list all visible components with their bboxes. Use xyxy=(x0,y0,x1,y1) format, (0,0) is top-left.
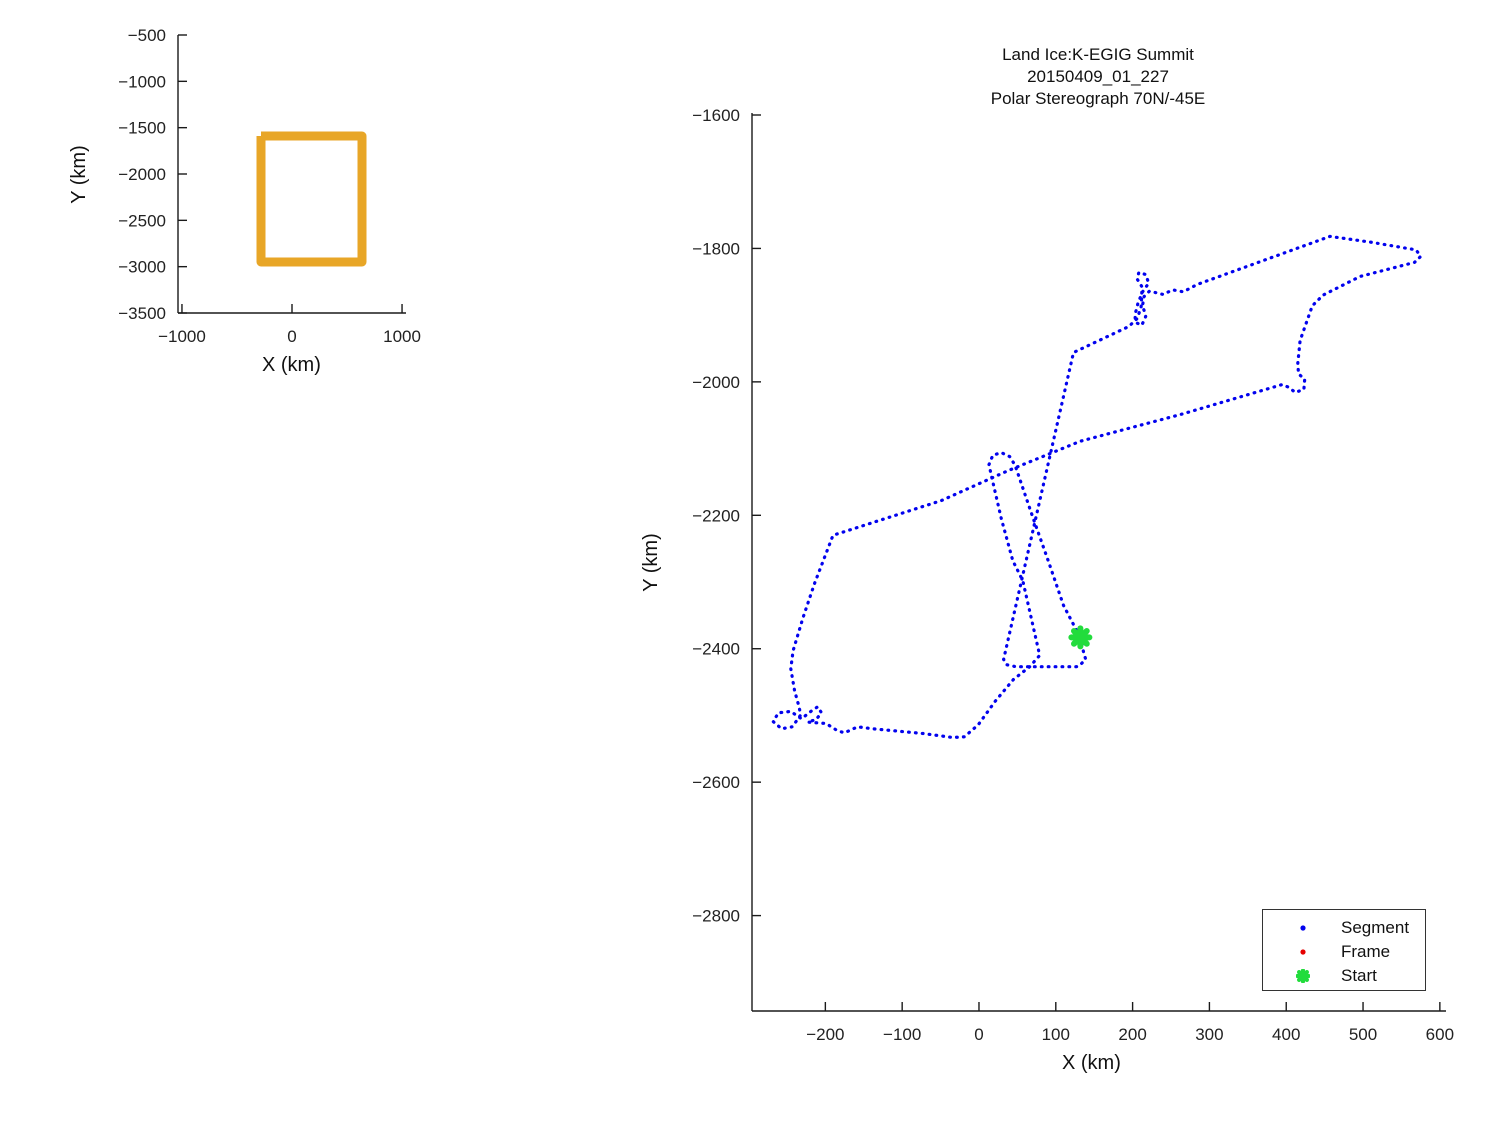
svg-text:−500: −500 xyxy=(128,26,166,45)
svg-text:−2600: −2600 xyxy=(692,773,740,792)
svg-text:−2000: −2000 xyxy=(118,165,166,184)
overview-xlabel: X (km) xyxy=(262,354,321,376)
svg-text:1000: 1000 xyxy=(383,327,421,346)
legend-row-start: Start xyxy=(1263,963,1425,988)
svg-text:−1600: −1600 xyxy=(692,106,740,125)
svg-text:0: 0 xyxy=(974,1025,983,1044)
svg-text:−100: −100 xyxy=(883,1025,921,1044)
legend-label-frame: Frame xyxy=(1341,941,1391,961)
segment-dot-icon xyxy=(1300,924,1306,931)
title-line-2: 20150409_01_227 xyxy=(1027,67,1169,86)
svg-text:−2200: −2200 xyxy=(692,506,740,525)
svg-text:−3000: −3000 xyxy=(118,258,166,277)
legend-label-start: Start xyxy=(1341,965,1377,985)
title-line-1: Land Ice:K-EGIG Summit xyxy=(1002,45,1194,64)
main-xlabel: X (km) xyxy=(1062,1052,1121,1074)
svg-text:−1000: −1000 xyxy=(158,327,206,346)
svg-text:−2800: −2800 xyxy=(692,907,740,926)
svg-text:−2400: −2400 xyxy=(692,640,740,659)
svg-text:100: 100 xyxy=(1042,1025,1070,1044)
legend-row-frame: Frame xyxy=(1263,939,1425,964)
svg-text:300: 300 xyxy=(1195,1025,1223,1044)
flight-track-path xyxy=(771,234,1423,740)
svg-text:600: 600 xyxy=(1426,1025,1454,1044)
start-asterisk-icon xyxy=(1296,968,1310,983)
overview-axes: −1000 0 1000 −500 −1000 −1500 −2000 −2500 −3000 −… xyxy=(118,26,421,346)
flight-track-axes: −200 −100 0 100 200 300 400 500 600 −1600 −1800 −20… xyxy=(692,106,1454,1044)
main-ylabel: Y (km) xyxy=(639,533,662,592)
legend-label-segment: Segment xyxy=(1341,917,1410,937)
start-marker xyxy=(1068,625,1093,650)
survey-boundary-box xyxy=(256,131,367,267)
svg-text:0: 0 xyxy=(287,327,296,346)
svg-text:−2500: −2500 xyxy=(118,211,166,230)
svg-text:500: 500 xyxy=(1349,1025,1377,1044)
svg-text:−3500: −3500 xyxy=(118,304,166,323)
plot-title: Land Ice:K-EGIG Summit 20150409_01_227 P… xyxy=(898,44,1298,110)
title-line-3: Polar Stereograph 70N/-45E xyxy=(990,89,1206,108)
svg-text:−200: −200 xyxy=(806,1025,844,1044)
svg-text:−2000: −2000 xyxy=(692,373,740,392)
svg-text:−1800: −1800 xyxy=(692,239,740,258)
svg-text:−1500: −1500 xyxy=(118,119,166,138)
overview-ylabel: Y (km) xyxy=(67,145,90,204)
legend: Segment Frame Start xyxy=(1262,909,1426,991)
legend-row-segment: Segment xyxy=(1263,915,1425,940)
svg-text:−1000: −1000 xyxy=(118,72,166,91)
svg-text:200: 200 xyxy=(1118,1025,1146,1044)
frame-dot-icon xyxy=(1300,948,1306,955)
svg-text:400: 400 xyxy=(1272,1025,1300,1044)
